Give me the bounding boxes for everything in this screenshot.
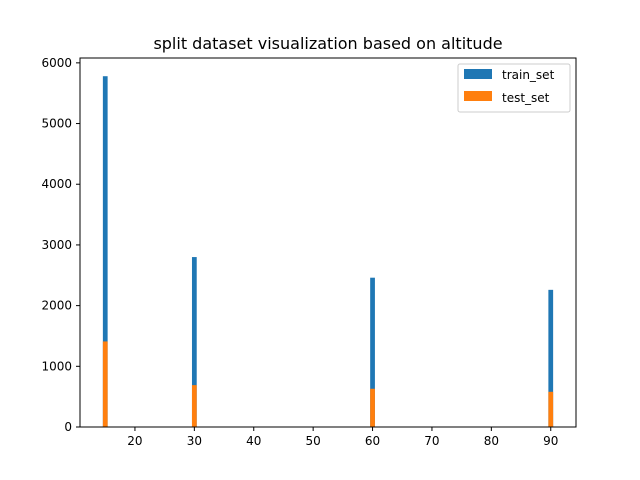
bar-test-set-60 bbox=[370, 388, 375, 427]
y-tick-label: 1000 bbox=[41, 359, 72, 373]
y-tick-label: 2000 bbox=[41, 299, 72, 313]
y-tick-label: 0 bbox=[64, 420, 72, 434]
bars-group bbox=[102, 76, 554, 428]
bar-train-set-60 bbox=[370, 277, 375, 427]
x-axis: 20 30 40 50 60 70 80 90 bbox=[127, 427, 558, 448]
x-tick-label: 30 bbox=[187, 434, 202, 448]
y-tick-label: 4000 bbox=[41, 177, 72, 191]
legend-label-train-set: train_set bbox=[502, 68, 555, 82]
legend: train_set test_set bbox=[457, 63, 571, 113]
x-tick-label: 40 bbox=[246, 434, 261, 448]
y-axis: 0 1000 2000 3000 4000 5000 6000 bbox=[41, 56, 80, 434]
legend-swatch-train-set bbox=[464, 69, 492, 79]
bar-train-set-15 bbox=[102, 76, 108, 428]
x-tick-label: 50 bbox=[306, 434, 321, 448]
bar-train-set-30 bbox=[191, 257, 197, 427]
bar-test-set-30 bbox=[191, 385, 197, 427]
x-tick-label: 20 bbox=[127, 434, 142, 448]
x-tick-label: 90 bbox=[543, 434, 558, 448]
y-tick-label: 5000 bbox=[41, 117, 72, 131]
legend-label-test-set: test_set bbox=[502, 91, 550, 105]
y-tick-label: 6000 bbox=[41, 56, 72, 70]
bar-test-set-15 bbox=[102, 341, 108, 427]
x-tick-label: 70 bbox=[424, 434, 439, 448]
bar-test-set-90 bbox=[548, 391, 554, 427]
chart-title: split dataset visualization based on alt… bbox=[153, 34, 502, 53]
bar-train-set-90 bbox=[548, 289, 554, 427]
y-tick-label: 3000 bbox=[41, 238, 72, 252]
x-tick-label: 80 bbox=[484, 434, 499, 448]
axes-frame bbox=[79, 57, 577, 428]
legend-swatch-test-set bbox=[464, 91, 492, 101]
x-tick-label: 60 bbox=[365, 434, 380, 448]
